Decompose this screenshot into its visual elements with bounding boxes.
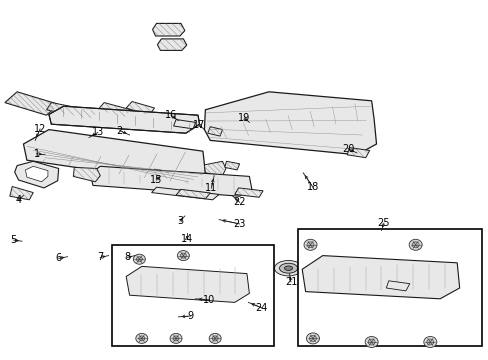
Ellipse shape xyxy=(133,254,145,264)
Text: 20: 20 xyxy=(341,144,354,154)
Polygon shape xyxy=(25,166,48,182)
Polygon shape xyxy=(302,256,459,299)
Ellipse shape xyxy=(306,333,319,344)
Polygon shape xyxy=(15,161,59,188)
Polygon shape xyxy=(73,167,100,182)
Text: 17: 17 xyxy=(193,120,205,130)
Polygon shape xyxy=(173,120,195,129)
Polygon shape xyxy=(49,106,199,133)
Ellipse shape xyxy=(180,253,186,258)
Ellipse shape xyxy=(279,263,297,273)
Text: 1: 1 xyxy=(34,149,40,159)
Text: 14: 14 xyxy=(180,234,193,244)
Text: 18: 18 xyxy=(306,182,319,192)
Text: 4: 4 xyxy=(16,195,21,205)
Polygon shape xyxy=(151,169,170,179)
Polygon shape xyxy=(90,166,251,196)
Ellipse shape xyxy=(274,261,302,276)
Ellipse shape xyxy=(173,336,179,341)
Polygon shape xyxy=(346,148,369,158)
Ellipse shape xyxy=(177,251,189,261)
Ellipse shape xyxy=(170,333,182,343)
Text: 8: 8 xyxy=(124,252,130,262)
Text: 16: 16 xyxy=(164,110,177,120)
Text: 5: 5 xyxy=(11,235,17,245)
Bar xyxy=(112,245,273,346)
Ellipse shape xyxy=(284,266,292,270)
Polygon shape xyxy=(204,92,376,155)
Polygon shape xyxy=(98,103,131,117)
Polygon shape xyxy=(126,102,154,115)
Ellipse shape xyxy=(304,239,316,250)
Text: 22: 22 xyxy=(233,197,245,207)
Polygon shape xyxy=(207,127,222,136)
Polygon shape xyxy=(23,130,205,184)
Text: 7: 7 xyxy=(97,252,103,262)
Polygon shape xyxy=(204,161,225,176)
Text: 21: 21 xyxy=(284,277,297,287)
Text: 13: 13 xyxy=(91,127,104,138)
Text: 11: 11 xyxy=(204,183,217,193)
Text: 10: 10 xyxy=(203,295,215,305)
Ellipse shape xyxy=(136,333,147,343)
Ellipse shape xyxy=(423,337,436,347)
Ellipse shape xyxy=(209,333,221,343)
Ellipse shape xyxy=(309,336,316,341)
Ellipse shape xyxy=(367,339,374,345)
Text: 15: 15 xyxy=(150,175,163,185)
Polygon shape xyxy=(46,103,98,119)
Ellipse shape xyxy=(426,339,433,345)
Polygon shape xyxy=(126,266,249,302)
Ellipse shape xyxy=(136,257,142,262)
Ellipse shape xyxy=(306,242,313,248)
Ellipse shape xyxy=(365,337,377,347)
Polygon shape xyxy=(5,92,59,115)
Text: 12: 12 xyxy=(34,124,46,134)
Polygon shape xyxy=(234,188,263,197)
Ellipse shape xyxy=(411,242,418,248)
Polygon shape xyxy=(157,39,186,50)
Bar xyxy=(298,229,481,346)
Text: 19: 19 xyxy=(238,113,250,123)
Text: 3: 3 xyxy=(177,216,183,226)
Ellipse shape xyxy=(212,336,218,341)
Text: 2: 2 xyxy=(117,126,122,136)
Text: 23: 23 xyxy=(233,219,245,229)
Polygon shape xyxy=(224,161,239,170)
Text: 24: 24 xyxy=(255,303,267,313)
Polygon shape xyxy=(386,281,409,291)
Polygon shape xyxy=(152,23,184,36)
Polygon shape xyxy=(10,186,33,200)
Ellipse shape xyxy=(139,336,144,341)
Text: 6: 6 xyxy=(56,253,61,264)
Text: 25: 25 xyxy=(377,218,389,228)
Polygon shape xyxy=(151,187,219,200)
Polygon shape xyxy=(176,189,210,199)
Ellipse shape xyxy=(408,239,421,250)
Text: 9: 9 xyxy=(187,311,193,321)
